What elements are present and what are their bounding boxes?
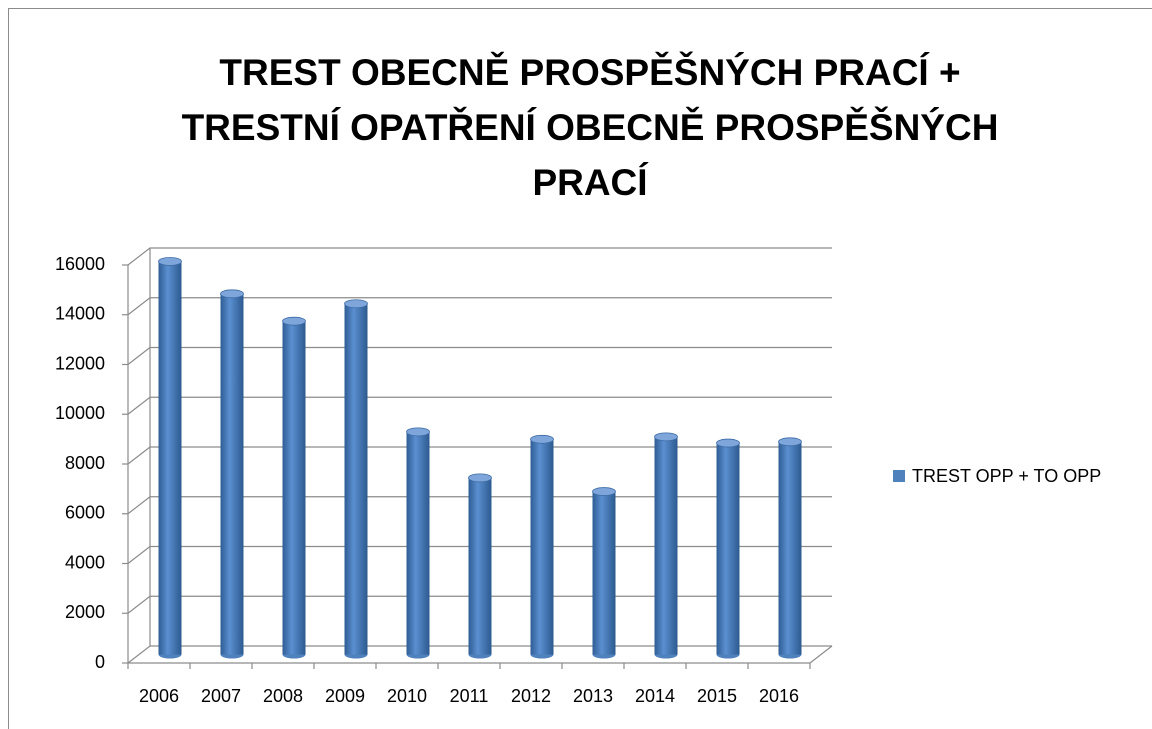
bar (592, 491, 616, 655)
x-tick-label: 2010 (387, 686, 427, 706)
bar (344, 303, 368, 655)
x-tick-label: 2013 (573, 686, 613, 706)
bar-top (344, 299, 368, 309)
x-tick-label: 2016 (759, 686, 799, 706)
title-line: TRESTNÍ OPATŘENÍ OBECNĚ PROSPĚŠNÝCH (182, 106, 999, 148)
grid-line (127, 346, 832, 365)
bar (716, 443, 740, 655)
bar (654, 436, 678, 655)
bar (530, 439, 554, 655)
legend-swatch (893, 470, 905, 482)
y-tick-label: 14000 (55, 304, 105, 324)
x-tick-label: 2006 (139, 686, 179, 706)
y-tick-label: 10000 (55, 403, 105, 423)
y-tick-label: 0 (95, 652, 105, 672)
bar-top (468, 473, 492, 483)
bar (282, 321, 306, 655)
y-tick-label: 12000 (55, 353, 105, 373)
y-tick-label: 8000 (65, 453, 105, 473)
bar (220, 293, 244, 655)
bar-top (406, 427, 430, 437)
grid-line (127, 396, 832, 415)
bar-top (716, 438, 740, 448)
floor-edge (809, 645, 833, 664)
y-tick-label: 6000 (65, 503, 105, 523)
bar-top (592, 487, 616, 496)
x-tick-label: 2007 (201, 686, 241, 706)
bar-top (530, 434, 554, 444)
bar-top (220, 289, 244, 299)
bar (406, 431, 430, 655)
bar-top (158, 257, 182, 266)
x-tick-label: 2012 (511, 686, 551, 706)
y-tick-label: 2000 (65, 602, 105, 622)
grid-line (127, 247, 832, 266)
title-line: TREST OBECNĚ PROSPĚŠNÝCH PRACÍ + (219, 51, 960, 93)
title-line: PRACÍ (532, 162, 649, 203)
bar-top (654, 432, 678, 442)
bar (158, 261, 182, 655)
x-tick-label: 2008 (263, 686, 303, 706)
x-tick-label: 2015 (697, 686, 737, 706)
bar-top (282, 316, 306, 326)
bar-top (778, 437, 802, 447)
x-tick-label: 2011 (450, 686, 489, 706)
x-tick-label: 2014 (635, 686, 675, 706)
legend-label: TREST OPP + TO OPP (912, 466, 1101, 486)
grid-line (127, 446, 832, 465)
grid-line (127, 297, 832, 316)
y-tick-label: 16000 (55, 254, 105, 274)
x-tick-label: 2009 (325, 686, 365, 706)
bar (778, 441, 802, 655)
chart-border (8, 8, 1152, 729)
y-tick-label: 4000 (65, 552, 105, 572)
chart-title: TREST OBECNĚ PROSPĚŠNÝCH PRACÍ + TRESTNÍ … (182, 51, 999, 203)
bar (468, 477, 492, 655)
